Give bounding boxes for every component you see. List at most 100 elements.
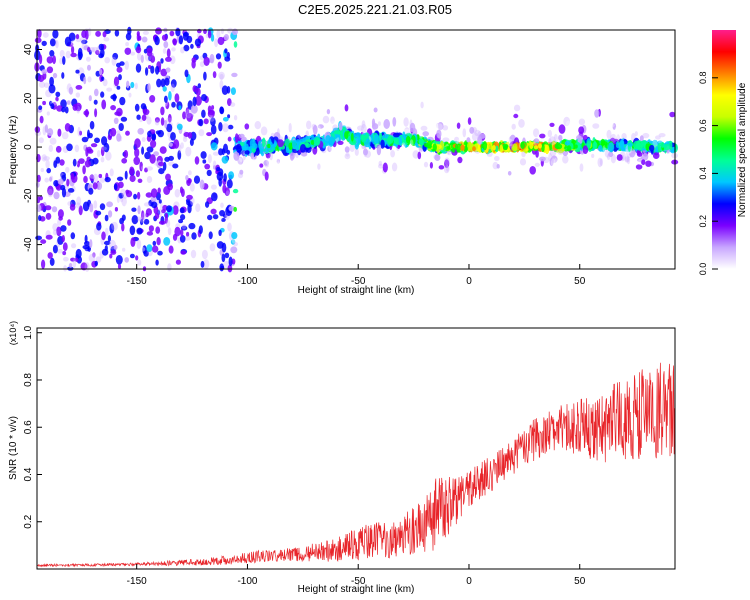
- spectrogram-cell: [117, 263, 122, 270]
- spectrogram-cell: [344, 153, 351, 160]
- spectrogram-cell: [192, 85, 197, 93]
- spectrogram-cell: [499, 144, 503, 153]
- spectrogram-cell: [344, 146, 350, 153]
- spectrogram-cell: [230, 102, 236, 107]
- spectrogram-cell: [144, 151, 152, 160]
- spectrogram-cell: [125, 190, 133, 198]
- spectrogram-cell: [490, 136, 498, 143]
- spectrogram-cell: [538, 143, 542, 149]
- spectrogram-cell: [168, 155, 175, 161]
- spectrogram-cell: [661, 141, 665, 148]
- spectrogram-cell: [143, 218, 150, 225]
- spectrogram-cell: [212, 71, 217, 79]
- spectrogram-cell: [521, 151, 526, 158]
- spectrogram-cell: [608, 142, 615, 153]
- spectrogram-cell: [460, 144, 465, 151]
- spectrogram-cell: [136, 227, 143, 235]
- spectrogram-cell: [444, 157, 450, 166]
- spectrogram-cell: [212, 214, 219, 220]
- spectrogram-cell: [227, 98, 232, 107]
- spectrogram-cell: [38, 137, 44, 144]
- spectrogram-cell: [135, 255, 139, 261]
- spectrogram-cell: [641, 159, 646, 166]
- spectrogram-cell: [74, 257, 79, 262]
- spectrogram-cell: [113, 76, 120, 87]
- spectrogram-cell: [635, 164, 643, 170]
- spectrogram-cell: [103, 240, 111, 246]
- spectrogram-cell: [141, 114, 147, 121]
- spectrogram-cell: [222, 117, 229, 122]
- spectrogram-cell: [393, 137, 399, 145]
- spectrogram-cell: [422, 131, 430, 137]
- spectrogram-x-tick-label: -50: [351, 276, 366, 287]
- spectrogram-cell: [137, 216, 142, 222]
- spectrogram-cell: [300, 151, 308, 157]
- spectrogram-cell: [174, 188, 180, 198]
- spectrogram-cell: [244, 123, 250, 130]
- spectrogram-cell: [533, 145, 539, 150]
- spectrogram-cell: [172, 205, 179, 216]
- spectrogram-cell: [462, 128, 467, 138]
- spectrogram-cell: [164, 95, 168, 104]
- spectrogram-cell: [180, 214, 186, 221]
- spectrogram-cell: [167, 263, 172, 272]
- spectrogram-cell: [373, 134, 380, 144]
- spectrogram-cell: [180, 142, 184, 149]
- spectrogram-cell: [116, 176, 124, 181]
- spectrogram-cell: [224, 56, 231, 62]
- spectrogram-cell: [67, 188, 75, 193]
- spectrogram-cell: [50, 175, 54, 181]
- spectrogram-cell: [126, 164, 131, 172]
- spectrogram-cell: [109, 223, 115, 234]
- spectrogram-cell: [144, 167, 148, 173]
- spectrogram-cell: [40, 167, 44, 173]
- spectrogram-cell: [124, 170, 128, 180]
- spectrogram-cell: [42, 100, 46, 106]
- spectrogram-cell: [190, 43, 194, 49]
- spectrogram-cell: [179, 207, 185, 214]
- spectrogram-cell: [57, 178, 64, 185]
- spectrogram-cell: [217, 36, 225, 46]
- spectrogram-cell: [419, 132, 423, 140]
- spectrogram-y-tick-label: -40: [23, 237, 34, 252]
- spectrogram-cell: [145, 67, 149, 76]
- spectrogram-cell: [185, 175, 189, 181]
- spectrogram-cell: [354, 132, 362, 138]
- spectrogram-cell: [114, 29, 120, 37]
- spectrogram-cell: [562, 155, 569, 164]
- spectrogram-cell: [140, 219, 144, 226]
- spectrogram-cell: [592, 141, 598, 150]
- spectrogram-cell: [84, 234, 88, 244]
- spectrogram-cell: [463, 145, 468, 153]
- spectrogram-cell: [227, 136, 232, 142]
- spectrogram-cell: [563, 116, 571, 127]
- spectrogram-cell: [87, 27, 92, 37]
- spectrogram-cell: [467, 117, 472, 125]
- spectrogram-cell: [111, 56, 117, 66]
- spectrogram-cell: [154, 36, 160, 46]
- spectrogram-cell: [158, 161, 165, 167]
- colorbar-tick-label: 0.8: [698, 72, 708, 85]
- spectrogram-cell: [119, 217, 124, 225]
- spectrogram-cell: [637, 149, 641, 156]
- spectrogram-cell: [211, 105, 215, 110]
- spectrogram-cell: [119, 96, 126, 106]
- spectrogram-cell: [164, 77, 170, 86]
- spectrogram-cell: [499, 130, 506, 141]
- spectrogram-cell: [180, 229, 184, 237]
- spectrogram-cell: [624, 156, 630, 163]
- spectrogram-cell: [89, 174, 95, 182]
- spectrogram-cell: [610, 154, 617, 164]
- spectrogram-cell: [88, 95, 92, 102]
- spectrogram-cell: [338, 122, 343, 131]
- spectrogram-cell: [71, 39, 78, 48]
- spectrogram-cell: [216, 171, 224, 181]
- spectrogram-cell: [84, 160, 91, 168]
- spectrogram-cell: [467, 141, 472, 152]
- spectrogram-cell: [607, 123, 615, 128]
- spectrogram-cell: [168, 245, 174, 254]
- spectrogram-cell: [90, 143, 98, 148]
- spectrogram-cell: [135, 46, 142, 54]
- spectrogram-cell: [474, 129, 481, 137]
- spectrogram-cell: [181, 188, 185, 197]
